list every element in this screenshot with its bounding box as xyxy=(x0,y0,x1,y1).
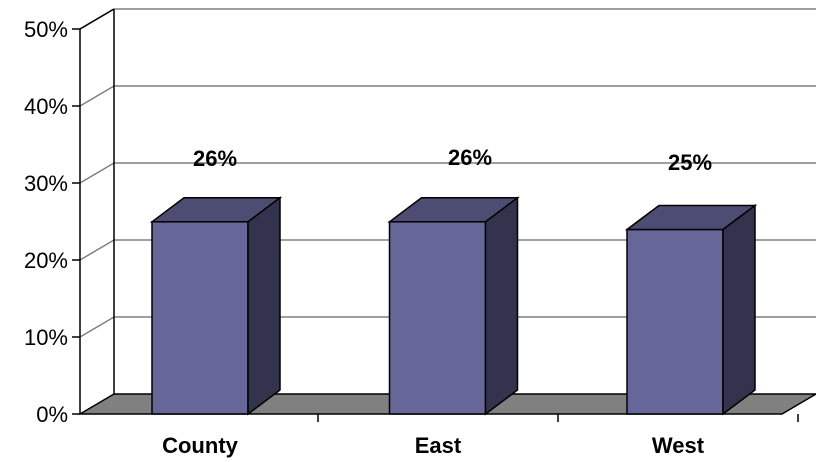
bar-west xyxy=(626,228,724,415)
bar-side-county xyxy=(247,196,281,416)
gridline-depth xyxy=(79,239,115,261)
data-label: 26% xyxy=(448,145,492,170)
bar-east xyxy=(388,221,487,415)
gridline-depth xyxy=(79,162,115,184)
gridline-depth xyxy=(79,316,115,338)
x-category-label: County xyxy=(162,433,239,458)
y-tick-label: 0% xyxy=(36,402,68,427)
data-label: 26% xyxy=(193,146,237,171)
y-tick-label: 30% xyxy=(24,171,68,196)
bar-side-west xyxy=(722,204,756,416)
bars xyxy=(149,196,758,416)
y-tick-label: 40% xyxy=(24,94,68,119)
axes xyxy=(72,8,799,422)
gridline-depth xyxy=(79,85,115,107)
y-tick-label: 10% xyxy=(24,325,68,350)
labels: 0% 10% 20% 30% 40% 50% 26% County 26% East 25% West xyxy=(24,17,712,458)
bar-county xyxy=(151,221,249,415)
y-tick-label: 20% xyxy=(24,248,68,273)
bar-side-east xyxy=(484,196,519,416)
y-tick-label: 50% xyxy=(24,17,68,42)
data-label: 25% xyxy=(668,150,712,175)
x-category-label: West xyxy=(652,433,705,458)
y-axis-top-edge xyxy=(79,8,115,30)
x-category-label: East xyxy=(415,433,462,458)
